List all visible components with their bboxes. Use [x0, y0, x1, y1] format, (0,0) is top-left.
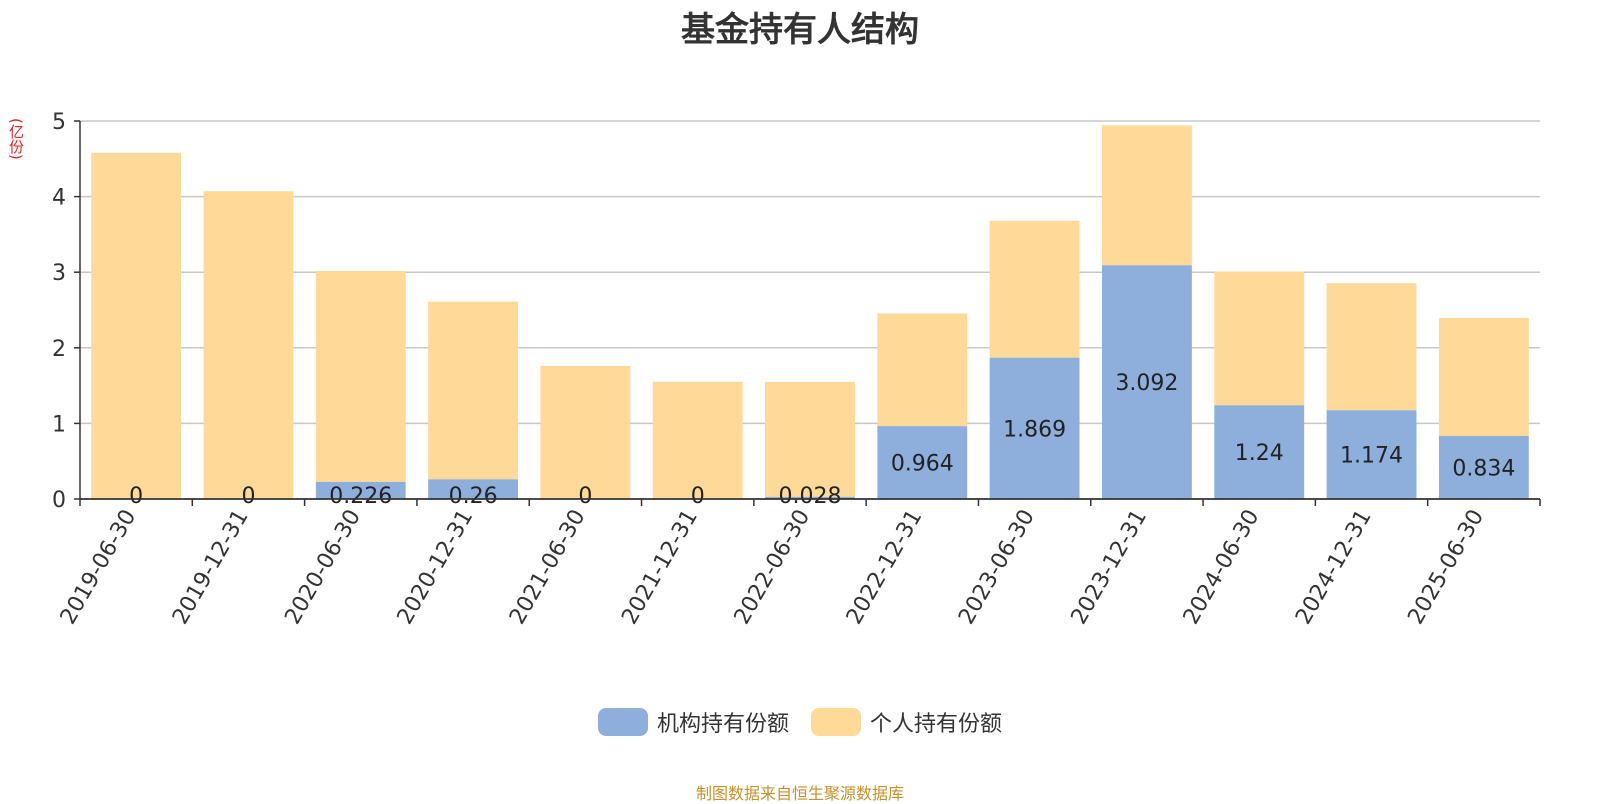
- bar-value-label: 0.834: [1452, 456, 1515, 481]
- y-tick-label: 0: [52, 488, 66, 513]
- x-tick-label: 2022-12-31: [842, 505, 928, 628]
- bar-individual: [652, 381, 743, 499]
- bar-institutional: [877, 426, 968, 499]
- bar-institutional: [1438, 435, 1529, 499]
- legend-label-institutional: 机构持有份额: [656, 712, 789, 737]
- bar-individual: [989, 220, 1080, 358]
- y-tick-label: 5: [52, 110, 66, 135]
- bar-value-label: 1.24: [1235, 441, 1284, 466]
- x-tick-label: 2022-06-30: [730, 506, 816, 629]
- y-tick-label: 4: [52, 186, 66, 211]
- y-axis-unit-label: (亿份): [7, 118, 25, 160]
- bar-institutional: [1326, 410, 1417, 499]
- x-tick-label: 2019-06-30: [56, 506, 142, 629]
- bar-value-label: 0: [241, 484, 255, 509]
- bar-individual: [877, 313, 968, 427]
- bar-institutional: [989, 357, 1080, 499]
- bar-individual: [91, 152, 182, 499]
- bar-value-label: 0: [129, 484, 143, 509]
- x-tick-label: 2019-12-31: [168, 506, 254, 629]
- bar-individual: [1326, 283, 1417, 411]
- bar-institutional: [428, 479, 518, 499]
- bar-institutional: [315, 481, 406, 499]
- data-source-note: 制图数据来自恒生聚源数据库: [695, 784, 904, 803]
- legend-item-institutional[interactable]: 机构持有份额: [597, 706, 789, 738]
- bar-institutional: [1214, 405, 1305, 499]
- bar-value-label: 0.964: [891, 452, 954, 477]
- bar-value-label: 1.869: [1003, 417, 1066, 442]
- bar-value-label: 0.028: [779, 484, 842, 509]
- legend-label-individual: 个人持有份额: [870, 712, 1003, 737]
- chart-legend: 机构持有份额 个人持有份额: [0, 706, 1600, 738]
- legend-swatch-individual: [811, 708, 861, 736]
- legend-swatch-institutional: [597, 708, 648, 736]
- y-tick-label: 1: [52, 412, 66, 437]
- bar-value-label: 1.174: [1340, 444, 1403, 469]
- bar-value-label: 3.092: [1115, 371, 1178, 396]
- bar-individual: [1214, 271, 1305, 406]
- chart-title: 基金持有人结构: [681, 10, 919, 50]
- bar-institutional: [1102, 265, 1192, 499]
- x-tick-label: 2021-12-31: [617, 506, 703, 629]
- y-tick-label: 2: [52, 337, 66, 362]
- x-tick-label: 2025-06-30: [1403, 506, 1489, 629]
- x-tick-label: 2023-12-31: [1067, 506, 1153, 629]
- bar-value-label: 0: [691, 484, 705, 509]
- bar-individual: [1438, 318, 1529, 436]
- bar-individual: [1102, 125, 1192, 266]
- x-tick-label: 2020-12-31: [393, 505, 479, 628]
- bar-value-label: 0.226: [329, 484, 392, 509]
- bar-individual: [765, 381, 855, 497]
- bar-individual: [315, 270, 406, 482]
- bar-institutional: [765, 496, 855, 499]
- x-tick-label: 2024-06-30: [1179, 506, 1265, 629]
- x-tick-label: 2023-06-30: [954, 506, 1040, 629]
- x-tick-label: 2020-06-30: [280, 506, 366, 629]
- legend-item-individual[interactable]: 个人持有份额: [811, 706, 1002, 738]
- bar-chart: 0 1 2 3 4 5 0 0 0.226 0.26 0 0 0.028 0.964 1.869 3.092 1…: [52, 110, 1541, 629]
- x-tick-label: 2024-12-31: [1291, 506, 1377, 629]
- bar-value-label: 0.26: [449, 484, 498, 509]
- bar-individual: [428, 301, 518, 480]
- bar-value-label: 0: [578, 484, 592, 509]
- bar-individual: [203, 191, 294, 500]
- x-tick-label: 2021-06-30: [505, 506, 591, 629]
- bar-individual: [540, 365, 631, 499]
- y-tick-label: 3: [52, 261, 66, 286]
